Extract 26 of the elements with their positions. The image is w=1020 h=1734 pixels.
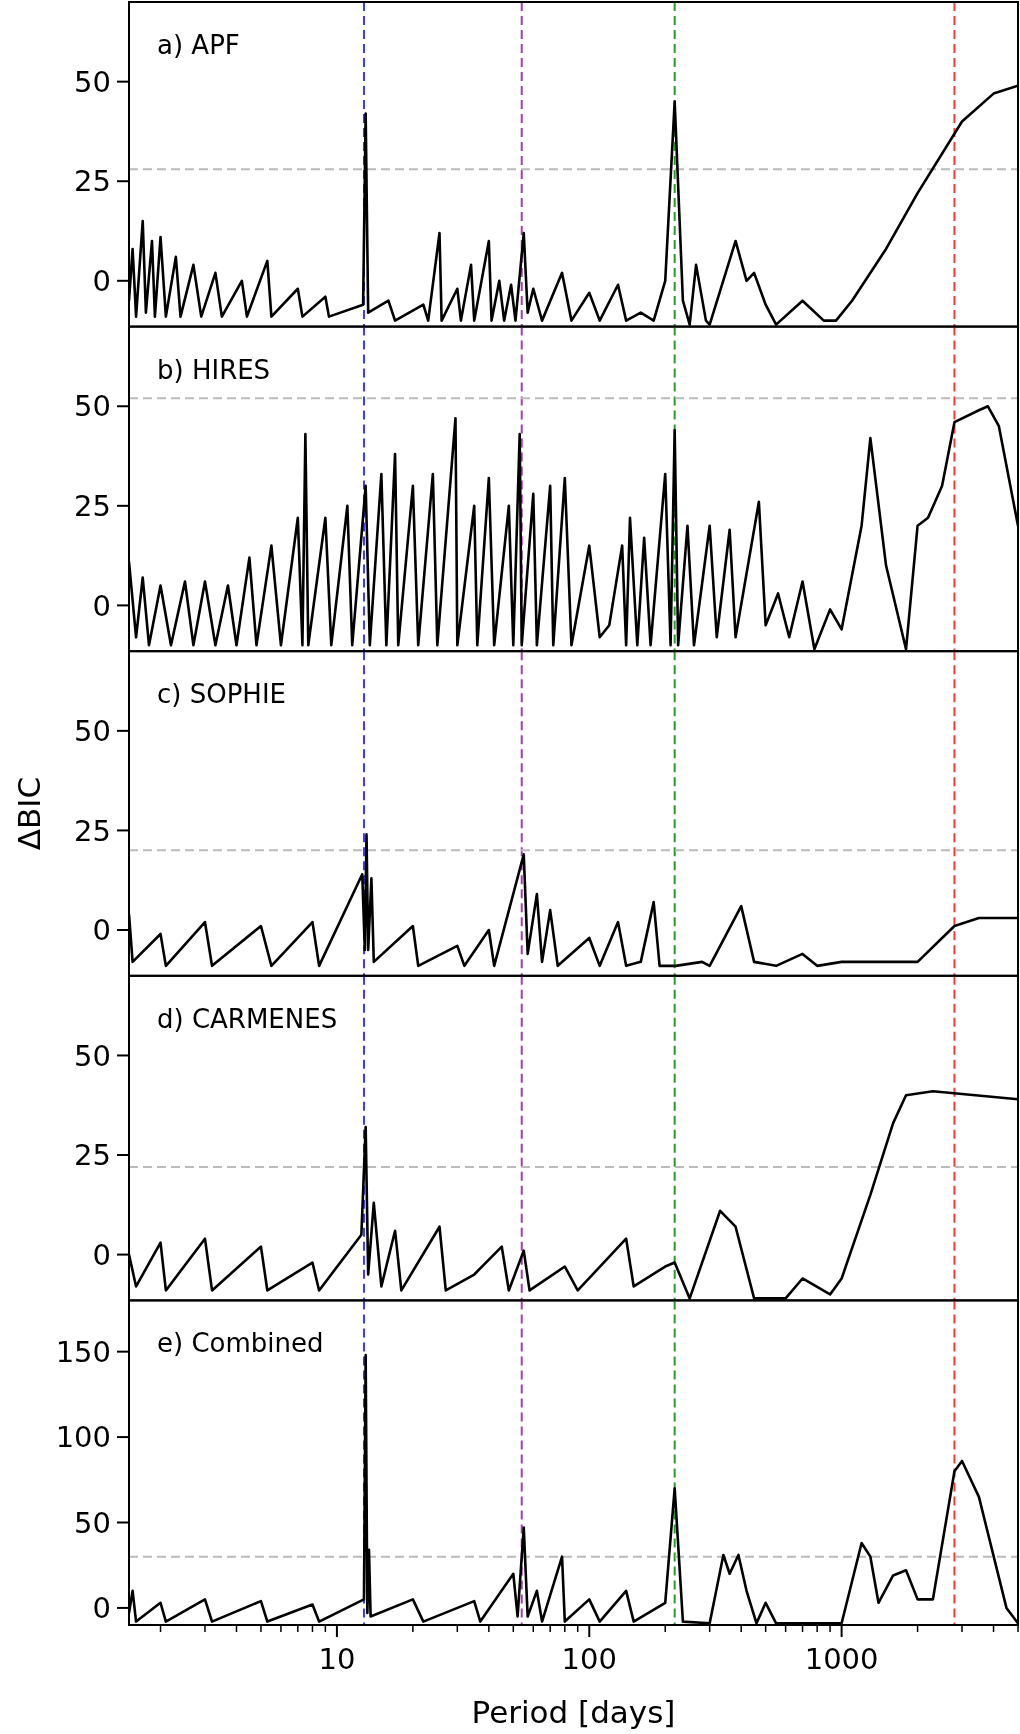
text: d) CARMENES xyxy=(157,1003,338,1034)
text: e) Combined xyxy=(157,1328,324,1359)
x-tick-label: 1000 xyxy=(804,1642,879,1676)
y-tick-label: 0 xyxy=(92,913,111,948)
y-tick-label: 0 xyxy=(92,588,111,623)
y-tick-label: 25 xyxy=(74,488,111,523)
y-tick-label: 25 xyxy=(74,164,111,199)
y-tick-label: 50 xyxy=(74,1038,111,1073)
text: c) SOPHIE xyxy=(157,679,286,710)
x-axis-title: Period [days] xyxy=(471,1694,676,1730)
y-tick-label: 50 xyxy=(74,64,111,99)
text: b) HIRES xyxy=(157,354,271,385)
x-tick-label: 10 xyxy=(318,1642,356,1676)
y-tick-label: 0 xyxy=(92,263,111,298)
y-tick-label: 25 xyxy=(74,813,111,848)
y-tick-label: 25 xyxy=(74,1138,111,1173)
y-tick-label: 150 xyxy=(55,1334,111,1369)
y-tick-label: 100 xyxy=(55,1420,111,1455)
y-tick-label: 0 xyxy=(92,1591,111,1626)
y-tick-label: 50 xyxy=(74,1505,111,1540)
text: a) APF xyxy=(157,30,240,60)
y-tick-label: 0 xyxy=(92,1237,111,1272)
y-tick-label: 50 xyxy=(74,714,111,749)
y-tick-label: 50 xyxy=(74,389,111,424)
x-tick-label: 100 xyxy=(561,1642,617,1676)
y-axis-title: ΔBIC xyxy=(11,776,47,851)
